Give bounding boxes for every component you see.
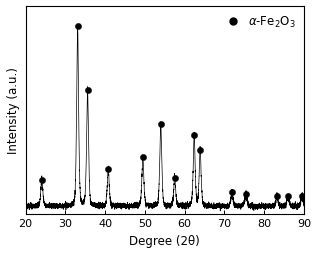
X-axis label: Degree (2θ): Degree (2θ): [129, 234, 200, 247]
Legend: $\alpha$-Fe$_2$O$_3$: $\alpha$-Fe$_2$O$_3$: [219, 13, 298, 33]
Y-axis label: Intensity (a.u.): Intensity (a.u.): [7, 67, 20, 154]
